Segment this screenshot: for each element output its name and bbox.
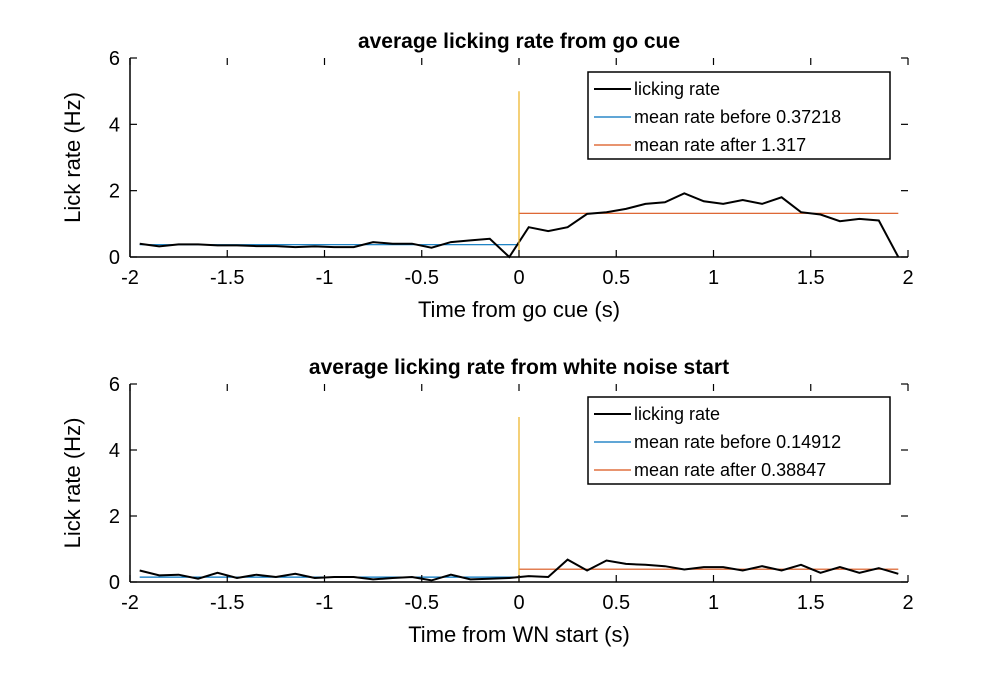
chart-panel-2: -2 -1.5 -1 -0.5 0 0.5 1 1.5 2 0 2 4 6 average licking… <box>60 356 914 647</box>
legend-entry-label: licking rate <box>634 404 720 424</box>
y-axis-label: Lick rate (Hz) <box>60 92 85 223</box>
x-tick-label: 0 <box>513 592 524 614</box>
legend-box <box>587 71 891 160</box>
x-tick-label: 2 <box>902 267 913 289</box>
x-tick-label: -1.5 <box>210 267 244 289</box>
x-axis-label: Time from WN start (s) <box>408 622 630 647</box>
chart-title: average licking rate from white noise st… <box>309 356 729 379</box>
legend: licking rate mean rate before 0.14912 mean… <box>587 396 891 485</box>
legend-entry-label: mean rate after 1.317 <box>634 135 806 155</box>
legend-entry-label: mean rate before 0.14912 <box>634 432 841 452</box>
y-tick-label: 0 <box>109 247 120 269</box>
x-tick-label: -2 <box>121 592 139 614</box>
x-tick-label: -1.5 <box>210 592 244 614</box>
x-tick-label: 0.5 <box>602 592 630 614</box>
x-tick-label: -1 <box>316 592 334 614</box>
y-axis-label: Lick rate (Hz) <box>60 418 85 549</box>
legend-entry-label: mean rate after 0.38847 <box>634 460 826 480</box>
y-tick-label: 2 <box>109 181 120 203</box>
x-tick-label: 1 <box>708 267 719 289</box>
y-tick-label: 6 <box>109 48 120 70</box>
x-axis-label: Time from go cue (s) <box>418 297 620 322</box>
x-tick-label: 2 <box>902 592 913 614</box>
x-tick-label: 0.5 <box>602 267 630 289</box>
x-tick-label: -0.5 <box>405 267 439 289</box>
x-tick-label: 1.5 <box>797 592 825 614</box>
y-tick-label: 6 <box>109 374 120 396</box>
y-tick-label: 0 <box>109 572 120 594</box>
y-tick-label: 4 <box>109 440 120 462</box>
x-tick-label: -0.5 <box>405 592 439 614</box>
chart-panel-1: -2 -1.5 -1 -0.5 0 0.5 1 1.5 2 0 2 4 6 average licking… <box>60 30 914 322</box>
x-tick-label: 0 <box>513 267 524 289</box>
y-tick-label: 4 <box>109 114 120 136</box>
x-tick-label: 1 <box>708 592 719 614</box>
legend: licking rate mean rate before 0.37218 mean… <box>587 71 891 160</box>
legend-entry-label: mean rate before 0.37218 <box>634 107 841 127</box>
chart-title: average licking rate from go cue <box>358 30 680 53</box>
legend-box <box>587 396 891 485</box>
x-tick-label: 1.5 <box>797 267 825 289</box>
y-tick-label: 2 <box>109 506 120 528</box>
x-tick-label: -1 <box>316 267 334 289</box>
x-tick-label: -2 <box>121 267 139 289</box>
legend-entry-label: licking rate <box>634 79 720 99</box>
